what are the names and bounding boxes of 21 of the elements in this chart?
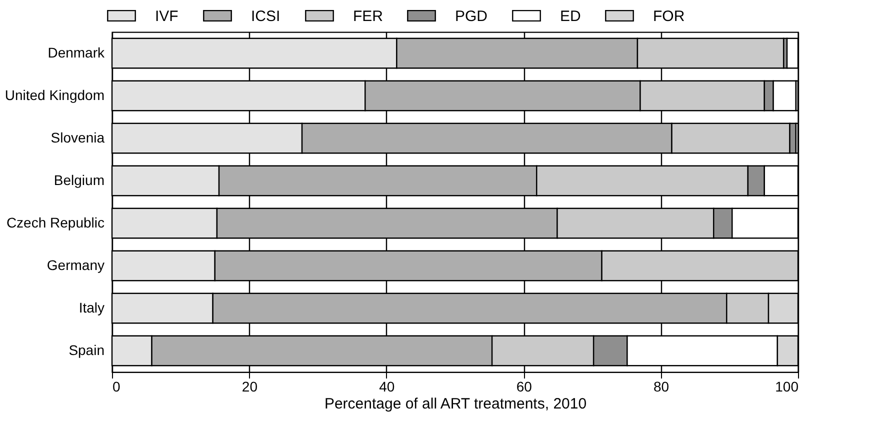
x-tick-label: 0 [112, 378, 120, 394]
y-tick-label: Italy [78, 299, 104, 316]
y-tick-label: Czech Republic [6, 214, 104, 230]
x-tick-label: 20 [242, 378, 258, 394]
legend-label: ED [560, 8, 582, 25]
legend-label: FOR [653, 8, 685, 25]
y-tick-label: United Kingdom [4, 86, 104, 103]
legend-label: PGD [455, 8, 488, 25]
x-tick-label: 100 [775, 378, 799, 394]
y-tick-label: Spain [68, 342, 104, 358]
x-tick-label: 60 [516, 378, 532, 394]
y-tick-label: Slovenia [50, 129, 105, 146]
legend-label: ICSI [251, 8, 280, 25]
y-tick-label: Germany [46, 256, 104, 273]
x-tick-label: 40 [379, 378, 395, 394]
legend-label: IVF [155, 8, 178, 25]
legend-label: FER [353, 8, 384, 25]
y-tick-label: Denmark [48, 44, 106, 60]
y-tick-label: Belgium [54, 172, 104, 188]
x-axis-title: Percentage of all ART treatments, 2010 [324, 396, 587, 412]
x-tick-label: 80 [654, 378, 670, 394]
